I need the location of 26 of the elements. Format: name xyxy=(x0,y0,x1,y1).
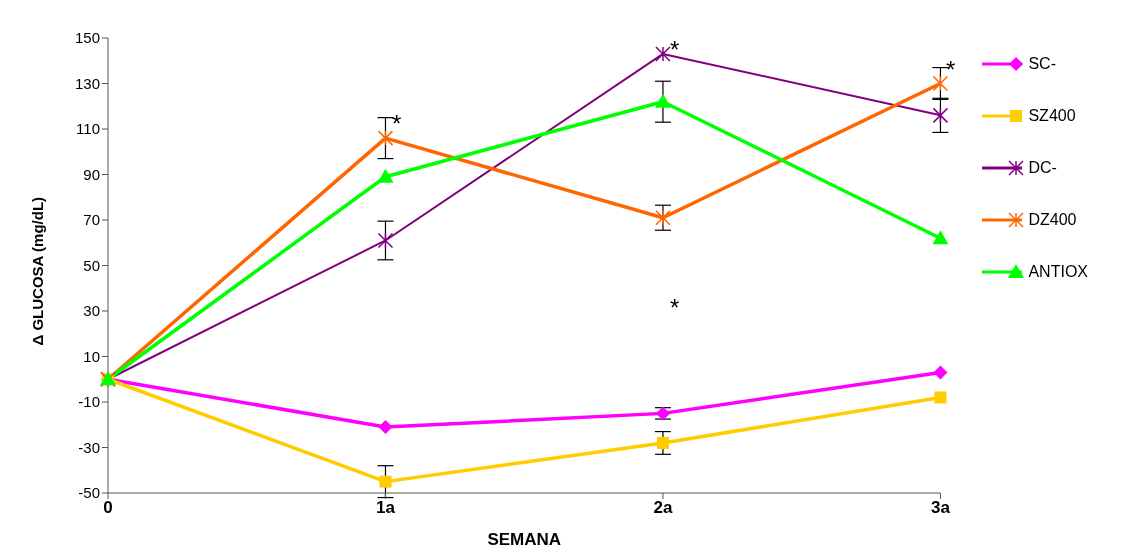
annotation: * xyxy=(670,36,680,63)
x-axis-title: SEMANA xyxy=(487,530,562,549)
y-tick-label: 30 xyxy=(83,302,100,320)
y-tick-label: -50 xyxy=(78,484,100,502)
y-tick-label: 70 xyxy=(83,211,100,229)
x-tick-label: 2a xyxy=(653,498,673,518)
legend-label: SZ400 xyxy=(1028,107,1076,125)
y-axis-title: Δ GLUCOSA (mg/dL) xyxy=(29,196,47,346)
x-tick-label: 0 xyxy=(103,498,113,518)
y-tick-label: -10 xyxy=(78,393,100,411)
y-tick-label: 90 xyxy=(83,165,100,183)
text: * xyxy=(946,56,956,83)
legend-label: ANTIOX xyxy=(1028,263,1088,281)
annotation: * xyxy=(670,294,680,321)
legend-label: DC- xyxy=(1028,159,1057,177)
y-tick-label: 110 xyxy=(76,120,100,138)
x-tick-label: 1a xyxy=(376,498,396,518)
y-tick-label: 50 xyxy=(83,256,100,274)
legend-label: SC- xyxy=(1028,55,1056,73)
legend-label: DZ400 xyxy=(1028,211,1077,229)
x-tick-label: 3a xyxy=(930,498,951,518)
y-tick-label: 150 xyxy=(74,29,100,47)
y-tick-label: 130 xyxy=(74,74,100,92)
annotation: * xyxy=(392,110,402,137)
y-tick-label: -30 xyxy=(78,438,100,456)
y-tick-label: 10 xyxy=(83,347,100,365)
